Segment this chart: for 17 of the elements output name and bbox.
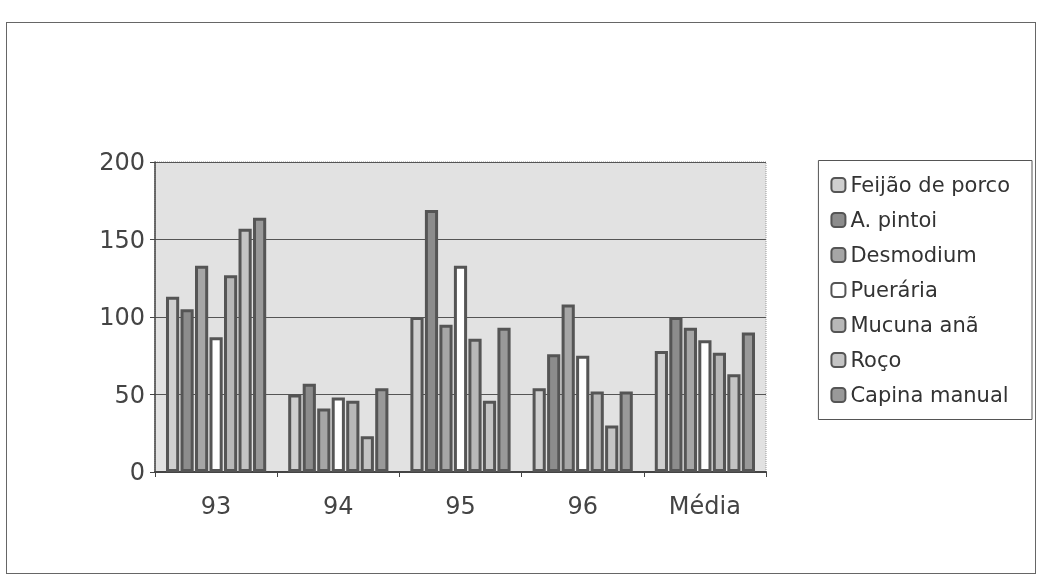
x-tick-label: 93 bbox=[200, 492, 232, 520]
x-tick-label: 95 bbox=[445, 492, 476, 520]
legend-label: Mucuna anã bbox=[850, 313, 979, 337]
legend-label: Puerária bbox=[850, 278, 938, 302]
x-tick-label: 96 bbox=[567, 492, 598, 520]
y-tick-label: 50 bbox=[114, 380, 145, 409]
x-tick-label: 94 bbox=[323, 492, 354, 520]
legend-label: Feijão de porco bbox=[850, 173, 1011, 197]
y-tick-label: 200 bbox=[99, 148, 145, 176]
y-tick-label: 0 bbox=[129, 458, 145, 486]
legend-label: A. pintoi bbox=[850, 208, 938, 232]
legend-label: Roço bbox=[850, 348, 902, 372]
legend-label: Desmodium bbox=[850, 243, 977, 267]
legend-label: Capina manual bbox=[850, 383, 1009, 407]
y-tick-label: 150 bbox=[99, 225, 145, 254]
x-tick-label: Média bbox=[668, 492, 741, 520]
y-tick-label: 100 bbox=[99, 303, 145, 331]
